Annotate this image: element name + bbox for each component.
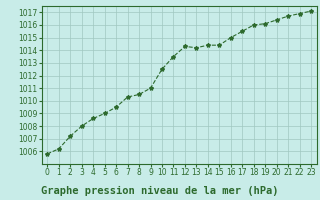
Text: Graphe pression niveau de la mer (hPa): Graphe pression niveau de la mer (hPa) bbox=[41, 186, 279, 196]
